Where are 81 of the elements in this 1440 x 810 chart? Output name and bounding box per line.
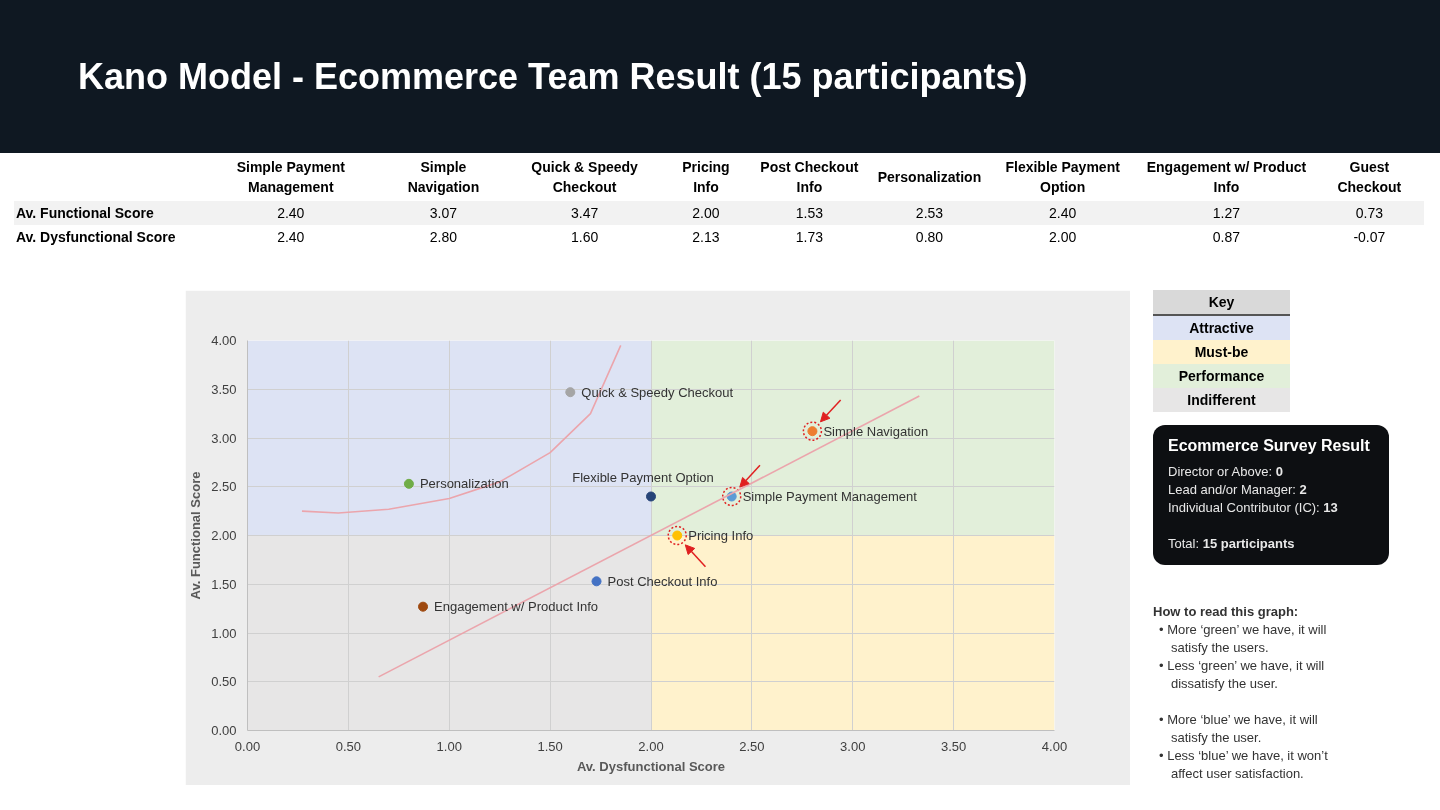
data-label: 0.73 — [1314, 201, 1424, 225]
series-label: Quick & Speedy Checkout — [581, 384, 734, 400]
text: • Less ‘blue’ we have, it won’t affect user satisfaction. — [1159, 747, 1329, 783]
data-label: 1.27 — [1138, 201, 1315, 225]
y-tick-label: 2.00 — [211, 528, 237, 543]
series-label: Simple Navigation — [823, 423, 929, 439]
point — [418, 601, 429, 612]
category-label: Flexible Payment Option — [1004, 158, 1121, 197]
data-label: 2.40 — [987, 201, 1139, 225]
y-tick-label: 1.00 — [211, 625, 237, 641]
x-tick-label: 2.00 — [638, 738, 664, 754]
x-tick-label: 2.50 — [739, 738, 765, 754]
data-label: 2.00 — [664, 201, 748, 225]
x-tick-label: 3.00 — [840, 738, 866, 754]
text: Performance — [1153, 364, 1290, 388]
series-label: Flexible Payment Option — [572, 469, 714, 485]
y-tick-label: 2.50 — [211, 479, 237, 495]
x-tick-label: 4.00 — [1041, 738, 1068, 754]
x-tick-label: 0.00 — [234, 738, 261, 754]
text: • Less ‘green’ we have, it will dissatisfy the user. — [1159, 657, 1326, 693]
text: How to read this graph: — [1153, 603, 1300, 621]
data-label: 1.73 — [747, 225, 872, 249]
legend-title: Key — [1153, 290, 1290, 316]
text: Ecommerce Survey Result — [1168, 437, 1371, 455]
y-tick-label: 0.00 — [211, 723, 237, 738]
series-label: Personalization — [419, 476, 509, 492]
y-tick-label: 3.50 — [211, 381, 237, 397]
data-label: 1.60 — [504, 225, 665, 249]
series-label: Pricing Info — [688, 528, 754, 543]
data-label: 2.00 — [987, 225, 1139, 249]
point — [565, 387, 576, 398]
data-label: 2.40 — [199, 201, 383, 225]
data-label: 2.13 — [664, 225, 748, 249]
x-axis-title: Av. Dysfunctional Score — [576, 758, 726, 774]
text: • More ‘blue’ we have, it will satisfy the user. — [1159, 711, 1319, 747]
data-label: 2.80 — [382, 225, 505, 249]
category-label: Guest Checkout — [1336, 158, 1403, 197]
category-label: Simple Payment Management — [235, 158, 346, 197]
data-label: 0.87 — [1138, 225, 1315, 249]
x-tick-label: 1.50 — [537, 738, 563, 754]
text: Indifferent — [1153, 388, 1290, 412]
data-label: 2.53 — [871, 201, 988, 225]
text: • More ‘green’ we have, it will satisfy the users. — [1159, 621, 1328, 657]
data-label: -0.07 — [1314, 225, 1424, 249]
series-label: Simple Payment Management — [742, 489, 918, 504]
data-label: 2.40 — [199, 225, 383, 249]
text: Director or Above: 0 — [1168, 463, 1284, 481]
y-tick-label: 4.00 — [211, 333, 237, 348]
data-label: 3.47 — [504, 201, 665, 225]
text: Individual Contributor (IC): 13 — [1168, 499, 1339, 517]
series-label: Av. Dysfunctional Score — [14, 225, 199, 249]
category-label: Simple Navigation — [406, 158, 481, 197]
point — [802, 421, 823, 441]
series-label: Engagement w/ Product Info — [434, 599, 599, 615]
category-label: Pricing Info — [681, 158, 731, 197]
data-label: 1.53 — [747, 201, 872, 225]
category-label: Engagement w/ Product Info — [1145, 158, 1308, 197]
text: Lead and/or Manager: 2 — [1168, 481, 1308, 499]
data-label: 0.80 — [871, 225, 988, 249]
series-label: Post Checkout Info — [607, 573, 718, 589]
text: Kano Model - Ecommerce Team Result (15 participants) — [78, 54, 1028, 99]
x-tick-label: 1.00 — [436, 738, 462, 754]
point — [403, 478, 414, 489]
category-label: Quick & Speedy Checkout — [530, 158, 639, 197]
point — [591, 576, 602, 587]
y-tick-label: 3.00 — [211, 430, 237, 446]
category-label: Personalization — [876, 168, 983, 187]
y-tick-label: 1.50 — [211, 576, 237, 592]
text: Av. Functional Score — [14, 201, 199, 225]
y-axis-title: Av. Functional Score — [188, 471, 204, 600]
text: Attractive — [1153, 316, 1290, 340]
y-tick-label: 0.50 — [211, 674, 237, 690]
point — [646, 491, 656, 502]
x-tick-label: 3.50 — [940, 738, 967, 754]
point — [721, 486, 742, 507]
data-label: 3.07 — [382, 201, 505, 225]
x-tick-label: 0.50 — [335, 738, 362, 754]
point — [667, 525, 687, 546]
text: Total: 15 participants — [1168, 535, 1296, 553]
category-label: Post Checkout Info — [759, 158, 860, 197]
text: Must-be — [1153, 340, 1290, 364]
